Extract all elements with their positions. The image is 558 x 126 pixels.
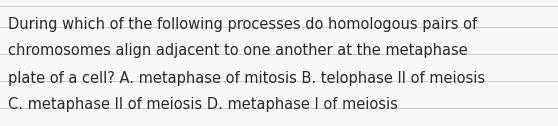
Text: chromosomes align adjacent to one another at the metaphase: chromosomes align adjacent to one anothe… — [8, 43, 468, 58]
Text: C. metaphase II of meiosis D. metaphase I of meiosis: C. metaphase II of meiosis D. metaphase … — [8, 98, 398, 113]
Text: plate of a cell? A. metaphase of mitosis B. telophase II of meiosis: plate of a cell? A. metaphase of mitosis… — [8, 71, 485, 86]
Text: During which of the following processes do homologous pairs of: During which of the following processes … — [8, 17, 477, 32]
